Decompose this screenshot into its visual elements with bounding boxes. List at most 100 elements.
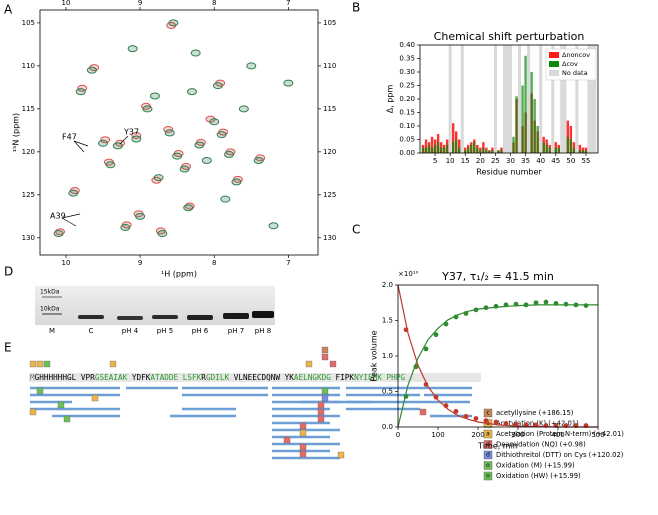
modification-icon	[329, 360, 337, 368]
point	[423, 346, 429, 352]
peak	[246, 62, 257, 70]
peak	[268, 222, 279, 230]
x-tick-label: 0	[396, 431, 400, 439]
modification-icon	[43, 360, 51, 368]
bar	[515, 96, 518, 153]
x-tick-label: 15	[461, 157, 470, 165]
bar	[566, 136, 570, 153]
y-tick-label: 0.30	[399, 68, 415, 76]
x-tick-label: 8	[212, 0, 216, 7]
legend-icon-letter: o	[486, 473, 490, 480]
y-axis-label: ¹⁵N (ppm)	[12, 113, 21, 152]
y-tick-label: 120	[22, 148, 35, 156]
modification-icon	[91, 394, 99, 402]
bar	[421, 147, 425, 153]
x-tick-label: 500	[591, 431, 604, 439]
peak	[75, 88, 86, 96]
point	[563, 301, 569, 307]
y-tick-label: 115	[22, 105, 35, 113]
y-tick-label: 1.0	[382, 352, 393, 360]
peak	[135, 212, 146, 220]
legend-label: Δcov	[562, 60, 578, 68]
x-tick-label: 10	[446, 157, 455, 165]
legend-icon	[483, 408, 493, 418]
y-tick-label: 125	[323, 191, 336, 199]
peak	[209, 118, 220, 126]
peak	[190, 49, 201, 57]
y-tick-label: 0.10	[399, 122, 415, 130]
bar	[554, 147, 557, 153]
lane-label: pH 7	[228, 327, 244, 335]
no-data-band	[509, 45, 513, 153]
y-tick-label: 105	[22, 19, 35, 27]
peak	[149, 92, 160, 100]
point	[513, 421, 519, 427]
legend-label: Dithiothreitol (DTT) on Cys (+120.02)	[496, 451, 624, 459]
peak	[105, 161, 116, 169]
sequence-segment: NYIEMK PHPG	[354, 373, 405, 382]
legend-label: No data	[562, 69, 588, 77]
modification-icon	[36, 360, 44, 368]
y-tick-label: 0.40	[399, 41, 415, 49]
annotation: A39	[50, 212, 66, 221]
bar	[458, 139, 461, 153]
peak	[183, 204, 194, 212]
bar	[557, 147, 560, 153]
y-tick-label: 2.0	[382, 281, 393, 289]
annotation-line	[61, 217, 77, 227]
legend-icon	[483, 429, 493, 439]
no-data-band	[587, 45, 591, 153]
peak	[164, 129, 175, 137]
legend-icon-letter: d	[486, 441, 490, 448]
no-data-band	[593, 45, 597, 153]
no-data-band	[563, 45, 567, 153]
modification-icon	[299, 450, 307, 458]
y-multiplier: ×10¹⁰	[398, 270, 419, 278]
point	[503, 421, 509, 426]
legend-label: Oxidation (HW) (+15.99)	[496, 472, 581, 480]
x-tick-label: 200	[471, 431, 484, 439]
peak	[153, 174, 164, 182]
y-tick-label: 0.20	[399, 95, 415, 103]
bar	[485, 150, 488, 153]
point	[433, 332, 439, 338]
legend-icon-letter: a	[486, 431, 490, 438]
sequence-segment: GDILK	[206, 373, 230, 382]
gel-image	[35, 286, 275, 325]
peak	[100, 136, 111, 144]
no-data-band	[539, 45, 543, 153]
bar	[533, 99, 536, 153]
x-axis-label: ¹H (ppm)	[161, 270, 197, 279]
sequence-segment: FIPK	[331, 373, 355, 382]
bar	[536, 126, 539, 153]
lane-label: M	[49, 327, 55, 335]
x-tick-label: 400	[551, 431, 564, 439]
legend-icon-letter: c	[486, 410, 489, 417]
modification-icon	[36, 387, 44, 395]
y-tick-label: 0.05	[399, 136, 415, 144]
annotation: F47	[62, 133, 77, 142]
bar	[436, 142, 440, 153]
x-axis-label: Residue number	[476, 168, 542, 177]
peak	[120, 223, 131, 231]
y-tick-label: 0.15	[399, 109, 415, 117]
sequence-background	[29, 373, 481, 382]
legend-icon-letter: d	[486, 452, 490, 459]
no-data-band	[502, 45, 506, 153]
peak	[142, 105, 153, 113]
bar	[427, 144, 431, 153]
x-tick-label: 300	[511, 431, 524, 439]
modification-icon	[305, 360, 313, 368]
legend-label: Acetylation (Protein N-term) (+42.01)	[496, 430, 624, 438]
bar	[473, 142, 476, 153]
legend-label: Deamidation (NQ) (+0.98)	[496, 441, 586, 449]
panel-label: D	[4, 265, 13, 279]
peak	[253, 156, 264, 164]
y-tick-label: 130	[323, 234, 336, 242]
modification-icon	[337, 451, 345, 459]
lane-label: pH 4	[122, 327, 139, 335]
bar	[524, 55, 527, 153]
bar	[476, 147, 479, 153]
bar	[439, 147, 443, 153]
